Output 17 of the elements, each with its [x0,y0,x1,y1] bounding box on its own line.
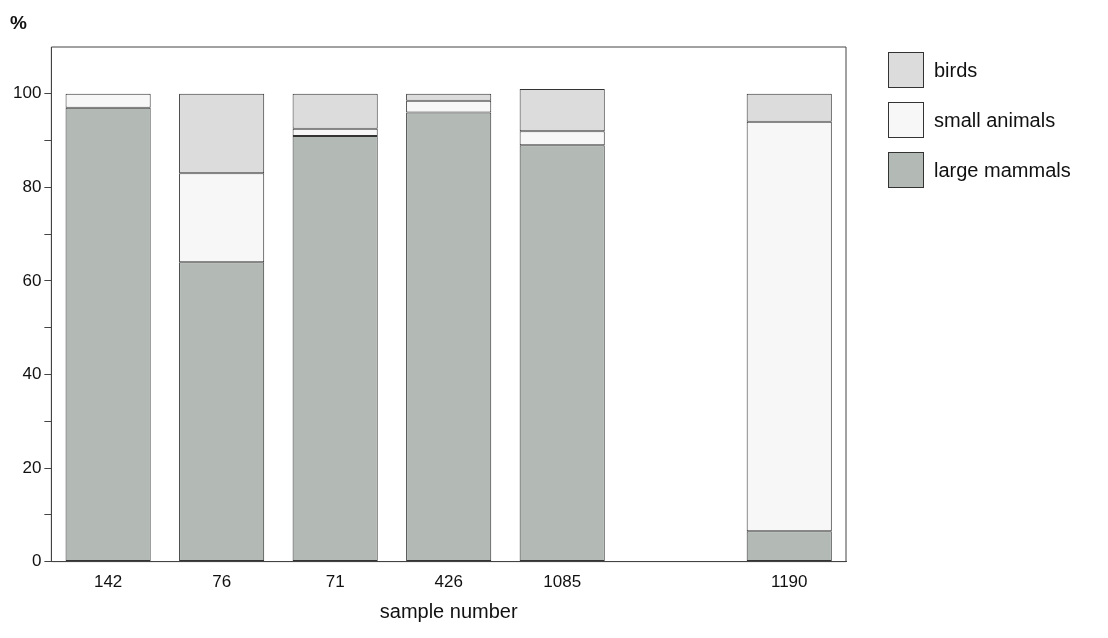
x-tick-label: 1190 [770,572,808,592]
y-axis-title: % [10,11,27,33]
x-axis-title: sample number [379,599,518,622]
legend-label: large mammals [934,158,1071,182]
x-tick-label: 142 [93,572,123,592]
y-tick-label: 0 [31,551,42,571]
x-tick-label: 71 [325,572,345,592]
x-tick-label: 1085 [543,572,582,592]
x-tick-label: 76 [212,572,232,592]
y-tick-label: 40 [22,364,42,384]
legend-label: birds [934,58,978,82]
y-tick-label: 60 [22,270,42,290]
legend-label: small animals [934,108,1056,132]
y-tick-label: 100 [12,83,42,103]
y-tick-label: 80 [22,177,42,197]
x-tick-label: 426 [434,572,463,592]
y-tick-label: 20 [22,457,42,477]
